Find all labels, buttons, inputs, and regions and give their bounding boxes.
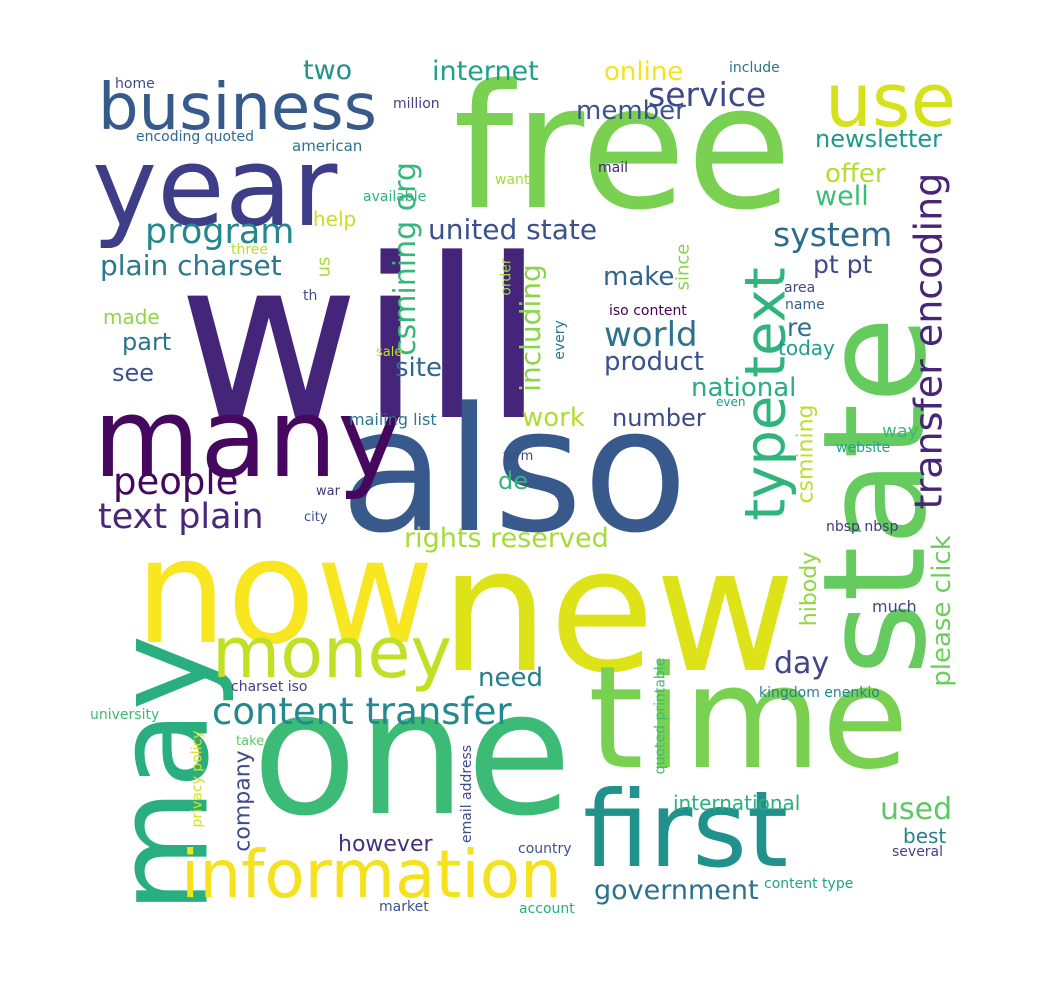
word-service: service — [648, 75, 767, 114]
word-even: even — [716, 395, 746, 409]
word-text-plain: text plain — [98, 497, 264, 537]
word-war: war — [316, 484, 340, 499]
word-include: include — [729, 60, 780, 76]
word-best: best — [903, 824, 947, 848]
word-newsletter: newsletter — [815, 125, 942, 153]
word-million: million — [393, 96, 440, 112]
word-kingdom-enenkio: kingdom enenkio — [759, 685, 880, 701]
word-rights-reserved: rights reserved — [404, 523, 609, 554]
word-content-transfer: content transfer — [212, 690, 512, 733]
word-people: people — [113, 460, 239, 503]
word-information: information — [181, 836, 562, 913]
word-offer: offer — [825, 159, 886, 189]
word-account: account — [519, 901, 575, 917]
word-content-type: content type — [764, 876, 854, 892]
word-united-state: united state — [428, 213, 598, 246]
word-form: form — [503, 449, 534, 464]
word-order: order — [498, 258, 515, 296]
word-plain-charset: plain charset — [100, 249, 282, 282]
word-de: de — [498, 467, 528, 495]
word-mailing-list: mailing list — [349, 410, 437, 429]
word-city: city — [304, 510, 328, 525]
word-privacy-policy: privacy policy — [189, 730, 206, 828]
word-sale: sale — [376, 345, 403, 360]
word-day: day — [774, 646, 830, 681]
word-charset-iso: charset iso — [231, 679, 308, 695]
word-including: including — [513, 264, 547, 392]
word-mail: mail — [598, 160, 628, 176]
word-quoted-printable: quoted printable — [652, 657, 669, 775]
word-available: available — [363, 189, 427, 205]
word-will: will — [178, 212, 545, 470]
word-university: university — [90, 707, 160, 723]
word-number: number — [612, 404, 706, 432]
word-world: world — [604, 315, 698, 355]
word-market: market — [379, 899, 429, 915]
word-time: time — [588, 636, 909, 801]
word-email-address: email address — [459, 744, 476, 844]
word-csmining: csmining — [793, 404, 819, 504]
word-use: use — [825, 58, 956, 144]
word-since: since — [672, 243, 694, 291]
word-used: used — [880, 792, 953, 827]
word-help: help — [313, 207, 357, 231]
word-iso-content: iso content — [609, 303, 687, 319]
word-now: now — [135, 508, 435, 677]
word-every: every — [551, 320, 568, 360]
word-transfer-encoding: transfer encoding — [906, 172, 951, 510]
word-two: two — [303, 55, 353, 86]
word-please-click: please click — [926, 535, 957, 687]
word-new: new — [440, 510, 796, 711]
word-make: make — [603, 262, 675, 292]
word-product: product — [604, 347, 705, 377]
word-encoding-quoted: encoding quoted — [136, 129, 255, 145]
word-international: international — [673, 791, 801, 815]
word-many: many — [93, 374, 403, 502]
word-today: today — [778, 336, 835, 360]
word-area: area — [784, 280, 816, 296]
word-free: free — [453, 47, 793, 248]
word-business: business — [98, 71, 377, 145]
word-internet: internet — [432, 56, 539, 87]
word-home: home — [115, 76, 155, 92]
word-first: first — [583, 769, 789, 891]
word-website: website — [836, 440, 891, 456]
word-american: american — [292, 137, 363, 155]
word-hibody: hibody — [797, 551, 823, 627]
word-well: well — [815, 181, 869, 212]
word-one: one — [252, 653, 573, 854]
word-part: part — [122, 328, 172, 356]
word-made: made — [103, 305, 160, 329]
word-however: however — [338, 832, 433, 857]
word-three: three — [231, 242, 269, 258]
word-country: country — [518, 841, 572, 857]
word-government: government — [594, 875, 759, 906]
word-year: year — [92, 123, 338, 251]
word-name: name — [785, 297, 825, 313]
word-re: re — [787, 313, 813, 342]
word-several: several — [892, 844, 944, 860]
word-pt-pt: pt pt — [813, 250, 873, 279]
word-us: us — [313, 256, 335, 278]
word-need: need — [478, 663, 543, 693]
word-money: money — [212, 612, 452, 694]
word-also: also — [340, 370, 689, 571]
word-program: program — [145, 212, 295, 252]
word-see: see — [112, 359, 155, 387]
word-site: site — [395, 353, 442, 383]
word-nbsp-nbsp: nbsp nbsp — [826, 519, 899, 535]
word-way: way — [882, 421, 919, 442]
word-th: th — [303, 288, 318, 304]
word-want: want — [495, 172, 530, 188]
word-take: take — [236, 734, 265, 749]
word-online: online — [604, 57, 684, 87]
word-much: much — [872, 597, 917, 616]
word-company: company — [230, 750, 256, 852]
word-work: work — [522, 403, 585, 433]
word-system: system — [773, 215, 893, 254]
word-national: national — [691, 373, 797, 403]
word-member: member — [576, 96, 686, 126]
